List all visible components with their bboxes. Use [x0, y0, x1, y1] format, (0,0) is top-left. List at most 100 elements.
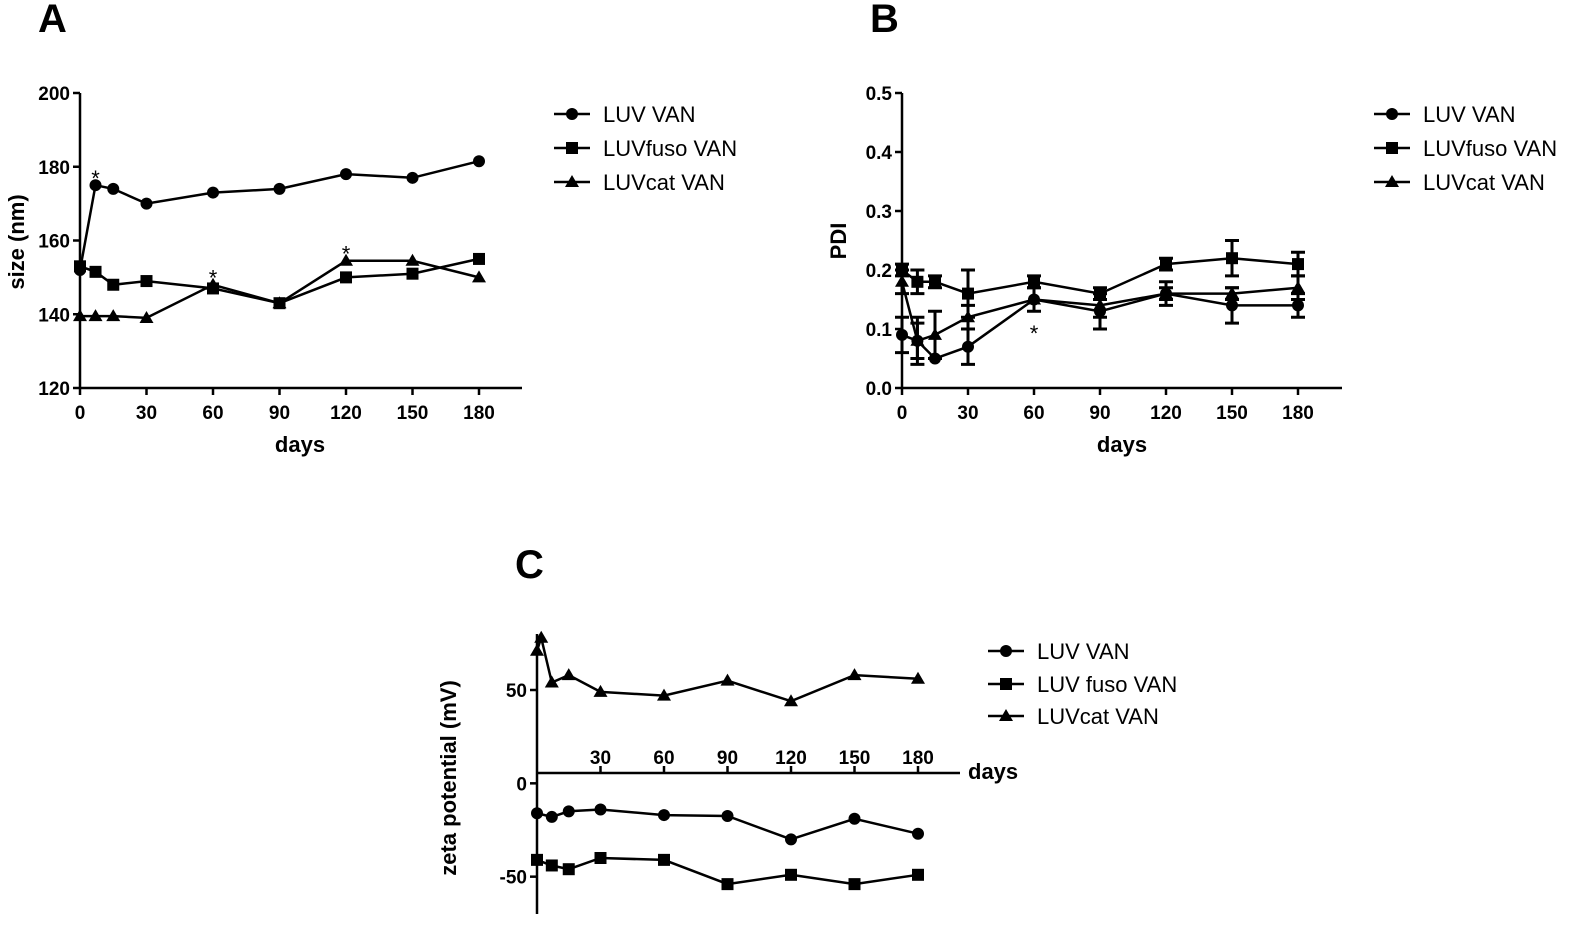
panel-c-y-axis-title: zeta potential (mV)	[436, 680, 461, 876]
panel-c-x-tick-label-5: 180	[902, 748, 934, 769]
panel-b-series-3-point-6	[1159, 286, 1173, 299]
panel-a-legend-marker-2	[566, 142, 578, 154]
panel-c-series-3-point-1	[534, 630, 549, 643]
panel-c-series-2-point-6	[785, 868, 797, 881]
panel-c-y-tick-label-2: 50	[506, 681, 527, 702]
panel-c-x-axis-title: days	[968, 759, 1018, 784]
panel-b-y-tick-label-5: 0.5	[866, 84, 893, 105]
panel-b-legend-label-2: LUVfuso VAN	[1423, 136, 1557, 161]
panel-c-legend-marker-2	[1000, 678, 1012, 690]
panel-b-series-1-point-7	[1226, 299, 1238, 312]
panel-a-y-tick-label-0: 120	[38, 379, 70, 400]
panel-a-series-3-point-3	[139, 310, 154, 323]
panel-c-series-3-line	[535, 633, 919, 703]
panel-a-x-tick-label-0: 0	[75, 403, 86, 424]
panel-a-series-2-point-0	[74, 260, 86, 273]
panel-c-series-1-point-6	[785, 833, 797, 846]
panel-a-annotation-0: *	[91, 166, 100, 191]
panel-c-legend-label-1: LUV VAN	[1037, 639, 1130, 664]
panel-b-series-1-point-3	[962, 340, 974, 353]
panel-a-series-3-point-1	[88, 309, 103, 322]
panel-c-series-1-point-4	[658, 809, 670, 822]
panel-a-legend-marker-3	[565, 175, 579, 187]
panel-a-y-tick-label-1: 140	[38, 305, 70, 326]
panel-b-y-tick-label-4: 0.4	[866, 143, 893, 164]
panel-c-series-3-point-8	[847, 668, 862, 681]
panel-a-series-1-point-6	[340, 168, 352, 181]
panel-a-series-2-point-6	[340, 271, 352, 284]
panel-b-series-2-point-7	[1226, 252, 1238, 265]
panel-b-legend-label-3: LUVcat VAN	[1423, 170, 1545, 195]
panel-a-series-1-point-5	[273, 182, 286, 195]
panel-b-series-3-point-3	[961, 310, 975, 323]
panel-c-series-3-point-7	[784, 694, 798, 707]
panel-a-series-1-line	[78, 159, 480, 271]
panel-c-x-tick-label-0: 30	[590, 748, 611, 769]
panel-a-series-2-point-7	[406, 267, 419, 280]
plot-layer: 120 140 160 180 200 0 30 60 90 120 150 180 * * * 0.0 0.1…	[38, 84, 1410, 914]
panel-a-series-2-point-2	[107, 278, 120, 291]
panel-c-series-2-point-4	[658, 853, 670, 866]
panel-b-annotation-0: *	[1030, 321, 1039, 346]
panel-b-series-2-point-1	[911, 275, 924, 288]
panel-a-x-tick-label-5: 150	[397, 403, 429, 424]
panel-a-x-tick-label-1: 30	[136, 403, 157, 424]
panel-c-series-2-point-2	[562, 863, 575, 876]
panel-c-series-3-point-3	[561, 668, 576, 681]
panel-b-series-1-point-0	[896, 328, 908, 341]
panel-c-series-3-point-5	[657, 688, 671, 701]
panel-c-series-1-point-5	[721, 810, 734, 822]
panel-c-series-2-point-7	[848, 878, 861, 891]
panel-a-series-2-point-8	[473, 252, 485, 265]
panel-a-series-1-point-4	[207, 186, 219, 199]
panel-a-x-tick-label-3: 90	[269, 403, 290, 424]
panel-a-series-2-point-1	[89, 265, 102, 278]
panel-a-series-3-point-7	[405, 253, 420, 266]
panel-b-series-1-point-8	[1292, 299, 1304, 312]
panel-c-series-1-point-2	[562, 805, 575, 818]
panel-c-series-2-point-1	[545, 859, 558, 872]
panel-c-x-tick-label-4: 150	[839, 748, 871, 769]
panel-a-series-1-point-7	[406, 171, 419, 184]
panel-a-series-1-point-8	[473, 155, 485, 168]
panel-a-series-3-point-6	[339, 253, 353, 266]
panel-a-series-3-point-2	[106, 309, 121, 322]
panel-c-series-3-point-0	[530, 643, 544, 656]
panel-a-series-3-line	[80, 259, 480, 320]
panel-a-legend-label-1: LUV VAN	[603, 102, 696, 127]
panel-b-x-tick-label-2: 60	[1023, 403, 1044, 424]
panel-b-x-tick-label-0: 0	[897, 403, 908, 424]
panel-a-y-axis-title: size (nm)	[4, 194, 29, 289]
panel-a-annotation-2: *	[342, 242, 351, 267]
panel-a-x-tick-label-6: 180	[463, 403, 495, 424]
panel-c-series-3-point-9	[911, 671, 925, 684]
panel-a-series-1-point-3	[140, 197, 153, 210]
panel-c-label: C	[515, 543, 544, 587]
panel-c-series-1-point-1	[545, 810, 558, 823]
panel-a-label: A	[38, 0, 67, 41]
panel-c-legend-marker-3	[999, 709, 1013, 721]
panel-a-x-axis-title: days	[275, 432, 325, 457]
panel-b-series-2-point-6	[1160, 258, 1172, 271]
panel-a-series-3-point-4	[206, 277, 220, 290]
panel-b-series-3-point-5	[1093, 298, 1107, 311]
panel-a-y-tick-label-3: 180	[38, 158, 70, 179]
panel-b-x-tick-label-4: 120	[1150, 403, 1182, 424]
panel-c-series-3-point-2	[544, 675, 559, 688]
panel-b-y-axis-title: PDI	[826, 223, 851, 260]
panel-b-x-tick-label-3: 90	[1089, 403, 1110, 424]
panel-c-y-tick-label-1: 0	[516, 774, 527, 795]
panel-b-series-3-point-0	[895, 274, 909, 287]
panel-a-series-2-point-3	[140, 275, 153, 288]
panel-c-x-tick-label-1: 60	[653, 748, 674, 769]
panel-b-series-3-point-4	[1027, 292, 1041, 305]
panel-c-series-1-point-0	[531, 807, 543, 820]
panel-b-series-3-point-8	[1291, 280, 1305, 293]
panel-c-legend-marker-1	[1000, 645, 1012, 657]
panel-a-series-3-point-0	[73, 309, 87, 322]
panel-a-x-tick-label-4: 120	[330, 403, 362, 424]
panel-b-series-2-point-2	[929, 275, 941, 288]
panel-c-series-2-point-8	[912, 868, 924, 881]
panel-b-x-tick-label-6: 180	[1282, 403, 1314, 424]
